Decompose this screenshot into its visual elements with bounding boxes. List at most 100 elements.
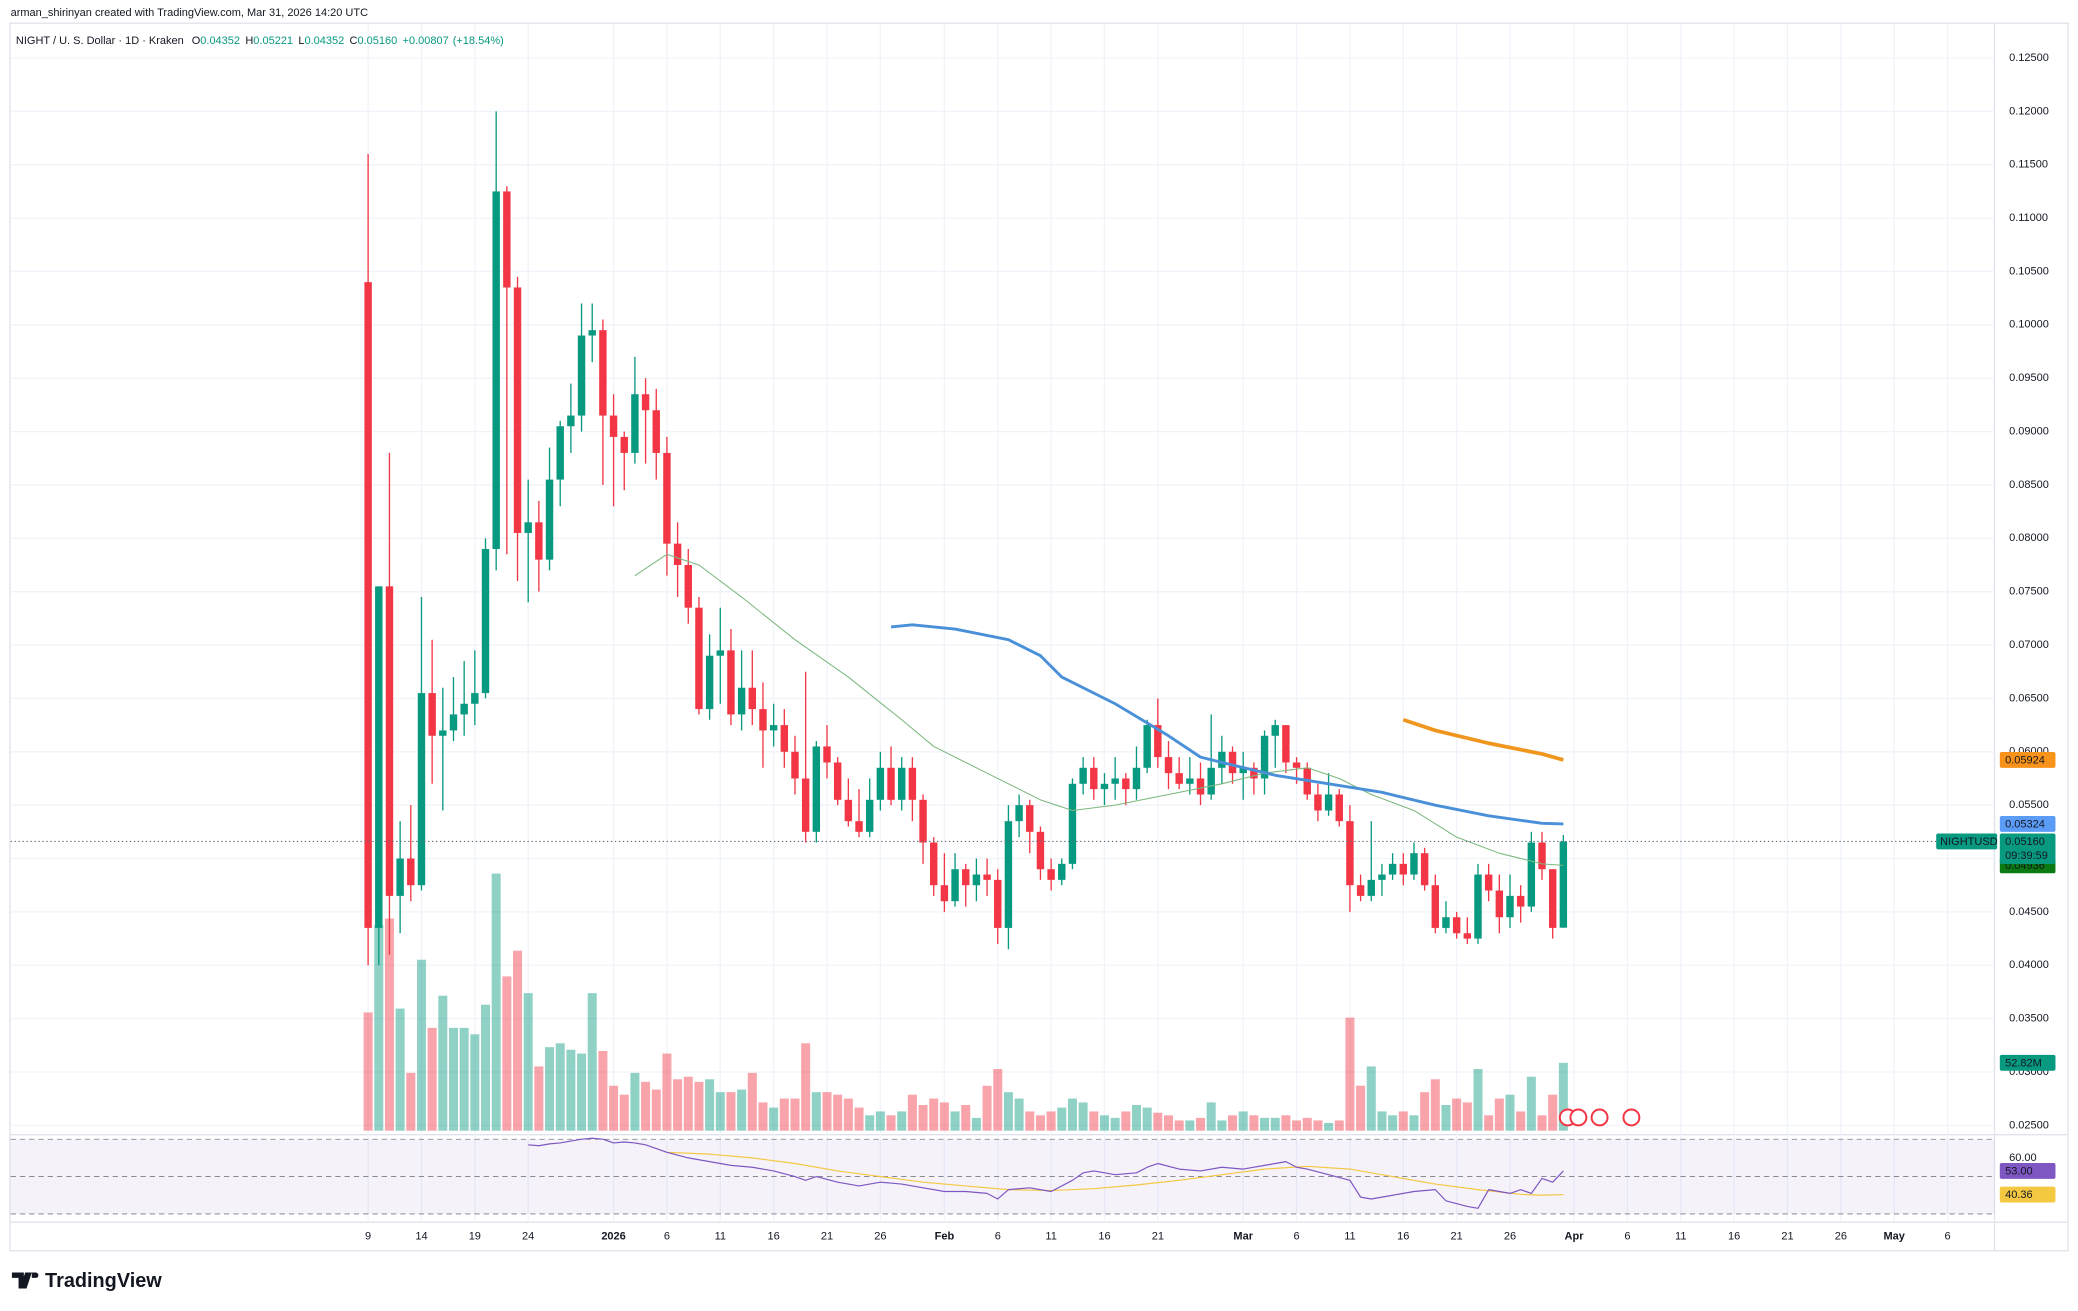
volume-bar [865, 1115, 875, 1131]
y-tick-label: 0.02500 [2009, 1119, 2049, 1131]
candle-body [1314, 794, 1322, 811]
candle-body [1239, 767, 1247, 774]
volume-bar [950, 1111, 960, 1131]
volume-bar [374, 924, 384, 1131]
moving-average [890, 623, 1564, 826]
candle-body [780, 725, 789, 752]
candle-body [1175, 773, 1183, 784]
x-tick-label: 14 [415, 1231, 427, 1243]
volume-bar [747, 1072, 757, 1131]
ohlc-key: H [245, 35, 253, 47]
candle-body [823, 746, 831, 763]
candle-body [1207, 767, 1215, 795]
ohlc-key: L [298, 35, 304, 47]
volume-bar [1473, 1069, 1483, 1131]
volume-bar [598, 1051, 608, 1131]
candle-body [769, 725, 778, 731]
candle-body [1335, 794, 1343, 822]
volume-bar [1356, 1085, 1366, 1131]
volume-bar [587, 993, 597, 1131]
volume-bar [470, 1034, 480, 1131]
candle-body [705, 655, 714, 710]
candle-body [1026, 805, 1034, 832]
candle-body [1516, 895, 1525, 907]
last-price-badge-background [1999, 833, 2056, 864]
volume-bar [427, 1027, 437, 1131]
candle-body [1484, 874, 1493, 891]
volume-bar [1324, 1123, 1334, 1131]
volume-bar [982, 1085, 992, 1131]
volume-bar [1057, 1107, 1067, 1131]
y-tick-label: 0.07000 [2009, 639, 2049, 651]
candle-body [1410, 853, 1418, 875]
volume-bar [1174, 1120, 1184, 1131]
volume-bar [769, 1107, 779, 1131]
event-icon[interactable] [1569, 1108, 1588, 1127]
moving-average-value: 0.05324 [2005, 819, 2045, 831]
candle-body [1506, 895, 1514, 918]
volume-bar [737, 1089, 747, 1131]
volume-bar [577, 1053, 587, 1131]
candle-body [375, 586, 383, 928]
y-tick-label: 0.04000 [2009, 959, 2049, 971]
volume-bar [1196, 1117, 1206, 1131]
y-tick-label: 0.08500 [2009, 479, 2049, 491]
candle-body [1143, 725, 1151, 768]
volume-bar [555, 1043, 565, 1131]
volume-bar [843, 1098, 853, 1131]
candle-body [951, 869, 959, 902]
volume-bar [1078, 1102, 1088, 1131]
change: +0.00807 [403, 35, 449, 47]
candle-body [1548, 869, 1557, 928]
volume-bar [961, 1105, 971, 1131]
candle-body [417, 693, 426, 886]
x-tick-label: 11 [1344, 1231, 1355, 1243]
volume-bar [480, 1004, 491, 1131]
event-icons [1558, 1108, 1641, 1127]
event-icon[interactable] [1590, 1108, 1609, 1127]
rsi-tick-label: 60.00 [2009, 1152, 2037, 1164]
volume-bar [619, 1094, 629, 1131]
candle-body [972, 874, 981, 886]
volume-bar [811, 1092, 821, 1131]
candle-body [1047, 869, 1055, 880]
volume-bar [1334, 1120, 1344, 1131]
last-price-badge: 0.05160 [2005, 836, 2045, 848]
volume-bar [459, 1027, 469, 1131]
candle-body [930, 842, 938, 886]
volume-bar [1185, 1120, 1195, 1131]
candle-body [1228, 751, 1237, 774]
volume-bar [502, 976, 512, 1131]
volume-bar [1398, 1111, 1408, 1131]
volume-bar [1142, 1107, 1152, 1131]
moving-average-value: 0.05924 [2005, 754, 2045, 766]
volume-bar [886, 1115, 896, 1131]
ohlc-value: 0.05160 [357, 35, 397, 47]
candle-body [1431, 885, 1440, 928]
candle-body [876, 767, 885, 800]
volume-bar [683, 1076, 693, 1131]
candle-body [962, 869, 970, 886]
x-tick-label: 26 [1504, 1231, 1516, 1243]
candle-body [439, 730, 447, 736]
candle-body [1292, 762, 1301, 768]
volume-bar [545, 1047, 555, 1131]
x-tick-label: 16 [768, 1231, 780, 1243]
volume-bar [1228, 1115, 1238, 1131]
candle-body [695, 607, 703, 710]
volume-bar [448, 1027, 458, 1131]
volume-bar [1003, 1092, 1013, 1131]
volume-bar [1430, 1079, 1440, 1131]
volume-bar [1153, 1112, 1163, 1131]
volume-bar [1537, 1115, 1547, 1131]
candle-body [588, 330, 596, 336]
volume-bar [1131, 1105, 1141, 1131]
rsi-ma-line [666, 1151, 1564, 1196]
volume-bar [1441, 1105, 1451, 1131]
volume-bar [1366, 1066, 1376, 1131]
candle-body [1218, 751, 1226, 768]
event-icon[interactable] [1622, 1108, 1641, 1127]
x-tick-label: 21 [1781, 1231, 1793, 1243]
volume-bar [1494, 1098, 1504, 1131]
volume-bar [939, 1102, 949, 1131]
